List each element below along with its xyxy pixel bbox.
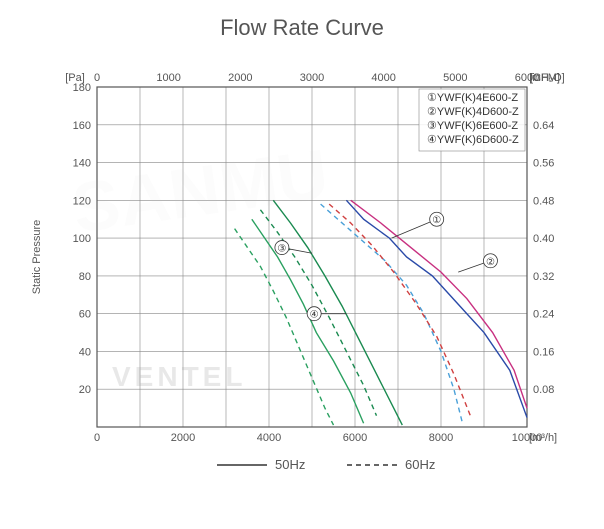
svg-text:140: 140	[73, 158, 91, 170]
svg-text:③YWF(K)6E600-Z: ③YWF(K)6E600-Z	[427, 120, 518, 132]
svg-text:[inH₂O]: [inH₂O]	[529, 72, 564, 84]
svg-text:①YWF(K)4E600-Z: ①YWF(K)4E600-Z	[427, 92, 518, 104]
chart-title: Flow Rate Curve	[10, 15, 594, 41]
svg-text:2000: 2000	[228, 72, 252, 84]
svg-text:0.40: 0.40	[533, 233, 554, 245]
svg-text:100: 100	[73, 233, 91, 245]
svg-text:60: 60	[79, 309, 91, 321]
svg-text:0.08: 0.08	[533, 384, 554, 396]
svg-text:160: 160	[73, 120, 91, 132]
svg-text:0.56: 0.56	[533, 158, 554, 170]
svg-text:0: 0	[94, 432, 100, 444]
svg-text:20: 20	[79, 384, 91, 396]
svg-text:0.16: 0.16	[533, 346, 554, 358]
svg-text:0.64: 0.64	[533, 120, 554, 132]
svg-text:0.48: 0.48	[533, 195, 554, 207]
svg-text:[m³/h]: [m³/h]	[529, 432, 557, 444]
svg-text:①: ①	[432, 215, 441, 226]
chart-svg: 0200040006000800010000[m³/h]010002000300…	[22, 51, 582, 481]
svg-text:5000: 5000	[443, 72, 467, 84]
svg-text:8000: 8000	[429, 432, 453, 444]
chart-area: SANMU 0200040006000800010000[m³/h]010002…	[22, 51, 582, 481]
svg-text:0.32: 0.32	[533, 271, 554, 283]
svg-text:80: 80	[79, 271, 91, 283]
svg-text:0: 0	[94, 72, 100, 84]
svg-text:1000: 1000	[156, 72, 180, 84]
svg-text:120: 120	[73, 195, 91, 207]
svg-text:②: ②	[486, 257, 495, 268]
svg-text:0.24: 0.24	[533, 309, 554, 321]
svg-text:④YWF(K)6D600-Z: ④YWF(K)6D600-Z	[427, 134, 519, 146]
svg-text:③: ③	[277, 244, 286, 255]
svg-text:[Pa]: [Pa]	[65, 72, 85, 84]
svg-text:3000: 3000	[300, 72, 324, 84]
svg-text:②YWF(K)4D600-Z: ②YWF(K)4D600-Z	[427, 106, 519, 118]
svg-text:50Hz: 50Hz	[275, 457, 305, 472]
svg-text:6000: 6000	[343, 432, 367, 444]
svg-text:60Hz: 60Hz	[405, 457, 435, 472]
svg-text:2000: 2000	[171, 432, 195, 444]
svg-text:Static Pressure: Static Pressure	[31, 220, 43, 295]
svg-text:4000: 4000	[257, 432, 281, 444]
svg-text:④: ④	[310, 310, 319, 321]
svg-text:40: 40	[79, 346, 91, 358]
svg-text:4000: 4000	[371, 72, 395, 84]
